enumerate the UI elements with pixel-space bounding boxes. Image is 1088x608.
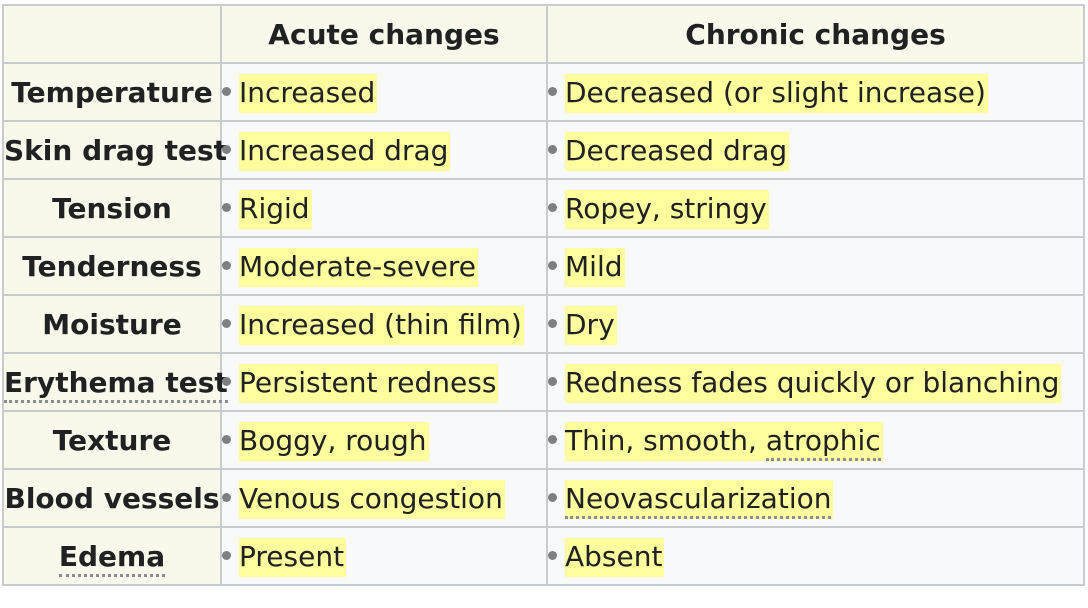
bullet-icon — [222, 493, 231, 502]
chronic-cell: Decreased (or slight increase) — [546, 62, 1085, 122]
chronic-value: Mild — [565, 247, 625, 287]
acute-value: Venous congestion — [239, 479, 505, 519]
chronic-value: Decreased drag — [565, 131, 790, 171]
row-header-tenderness: Tenderness — [2, 236, 222, 296]
bullet-icon — [548, 493, 557, 502]
chronic-cell: Absent — [546, 526, 1085, 586]
chronic-cell: Mild — [546, 236, 1085, 296]
chronic-value: Ropey, stringy — [565, 189, 769, 229]
table-row: Temperature Increased Decreased (or slig… — [2, 62, 1085, 122]
edema-link[interactable]: Edema — [58, 539, 166, 577]
chronic-value: Decreased (or slight increase) — [565, 73, 988, 113]
acute-value: Increased — [239, 73, 378, 113]
acute-cell: Rigid — [220, 178, 548, 238]
chronic-value: Dry — [565, 305, 617, 345]
bullet-icon — [222, 377, 231, 386]
row-header-tension: Tension — [2, 178, 222, 238]
chronic-value: Absent — [565, 537, 665, 577]
acute-value: Persistent redness — [239, 363, 499, 403]
chronic-cell: Dry — [546, 294, 1085, 354]
acute-value: Present — [239, 537, 347, 577]
acute-value: Boggy, rough — [239, 421, 429, 461]
acute-cell: Boggy, rough — [220, 410, 548, 470]
bullet-icon — [548, 261, 557, 270]
acute-value: Moderate-severe — [239, 247, 479, 287]
chronic-value: Thin, smooth, atrophic — [565, 421, 883, 461]
bullet-icon — [222, 203, 231, 212]
chronic-cell: Decreased drag — [546, 120, 1085, 180]
bullet-icon — [548, 551, 557, 560]
acute-cell: Persistent redness — [220, 352, 548, 412]
bullet-icon — [548, 203, 557, 212]
bullet-icon — [548, 435, 557, 444]
chronic-value: Redness fades quickly or blanching — [565, 363, 1062, 403]
table-row: Tension Rigid Ropey, stringy — [2, 178, 1085, 238]
table-row: Tenderness Moderate-severe Mild — [2, 236, 1085, 296]
bullet-icon — [222, 87, 231, 96]
row-header-moisture: Moisture — [2, 294, 222, 354]
corner-header-cell — [2, 4, 222, 64]
neovascularization-link[interactable]: Neovascularization — [565, 481, 832, 519]
chronic-cell: Thin, smooth, atrophic — [546, 410, 1085, 470]
acute-cell: Venous congestion — [220, 468, 548, 528]
table-row: Texture Boggy, rough Thin, smooth, atrop… — [2, 410, 1085, 470]
acute-cell: Increased drag — [220, 120, 548, 180]
row-header-edema: Edema — [2, 526, 222, 586]
acute-value: Increased (thin film) — [239, 305, 524, 345]
table-row: Skin drag test Increased drag Decreased … — [2, 120, 1085, 180]
erythema-test-link[interactable]: Erythema test — [4, 365, 228, 403]
bullet-icon — [548, 377, 557, 386]
comparison-table: Acute changes Chronic changes Temperatur… — [2, 4, 1085, 586]
bullet-icon — [222, 145, 231, 154]
table-row: Blood vessels Venous congestion Neovascu… — [2, 468, 1085, 528]
table-row: Moisture Increased (thin film) Dry — [2, 294, 1085, 354]
bullet-icon — [548, 87, 557, 96]
row-header-temperature: Temperature — [2, 62, 222, 122]
row-header-texture: Texture — [2, 410, 222, 470]
bullet-icon — [222, 319, 231, 328]
row-header-blood-vessels: Blood vessels — [2, 468, 222, 528]
acute-cell: Moderate-severe — [220, 236, 548, 296]
bullet-icon — [548, 319, 557, 328]
row-header-erythema-test: Erythema test — [2, 352, 228, 412]
bullet-icon — [222, 261, 231, 270]
chronic-value-prefix: Thin, smooth, — [565, 423, 766, 457]
acute-value: Increased drag — [239, 131, 451, 171]
chronic-column-header: Chronic changes — [546, 4, 1085, 64]
bullet-icon — [222, 435, 231, 444]
chronic-cell: Neovascularization — [546, 468, 1085, 528]
bullet-icon — [548, 145, 557, 154]
table-row: Edema Present Absent — [2, 526, 1085, 586]
chronic-cell: Redness fades quickly or blanching — [546, 352, 1085, 412]
bullet-icon — [222, 551, 231, 560]
acute-column-header: Acute changes — [220, 4, 548, 64]
acute-cell: Present — [220, 526, 548, 586]
atrophic-link[interactable]: atrophic — [765, 423, 881, 461]
table-row: Erythema test Persistent redness Redness… — [2, 352, 1085, 412]
acute-value: Rigid — [239, 189, 312, 229]
row-header-skin-drag-test: Skin drag test — [2, 120, 227, 180]
acute-cell: Increased — [220, 62, 548, 122]
acute-cell: Increased (thin film) — [220, 294, 548, 354]
chronic-value: Neovascularization — [565, 479, 834, 519]
table-header-row: Acute changes Chronic changes — [2, 4, 1085, 64]
chronic-cell: Ropey, stringy — [546, 178, 1085, 238]
